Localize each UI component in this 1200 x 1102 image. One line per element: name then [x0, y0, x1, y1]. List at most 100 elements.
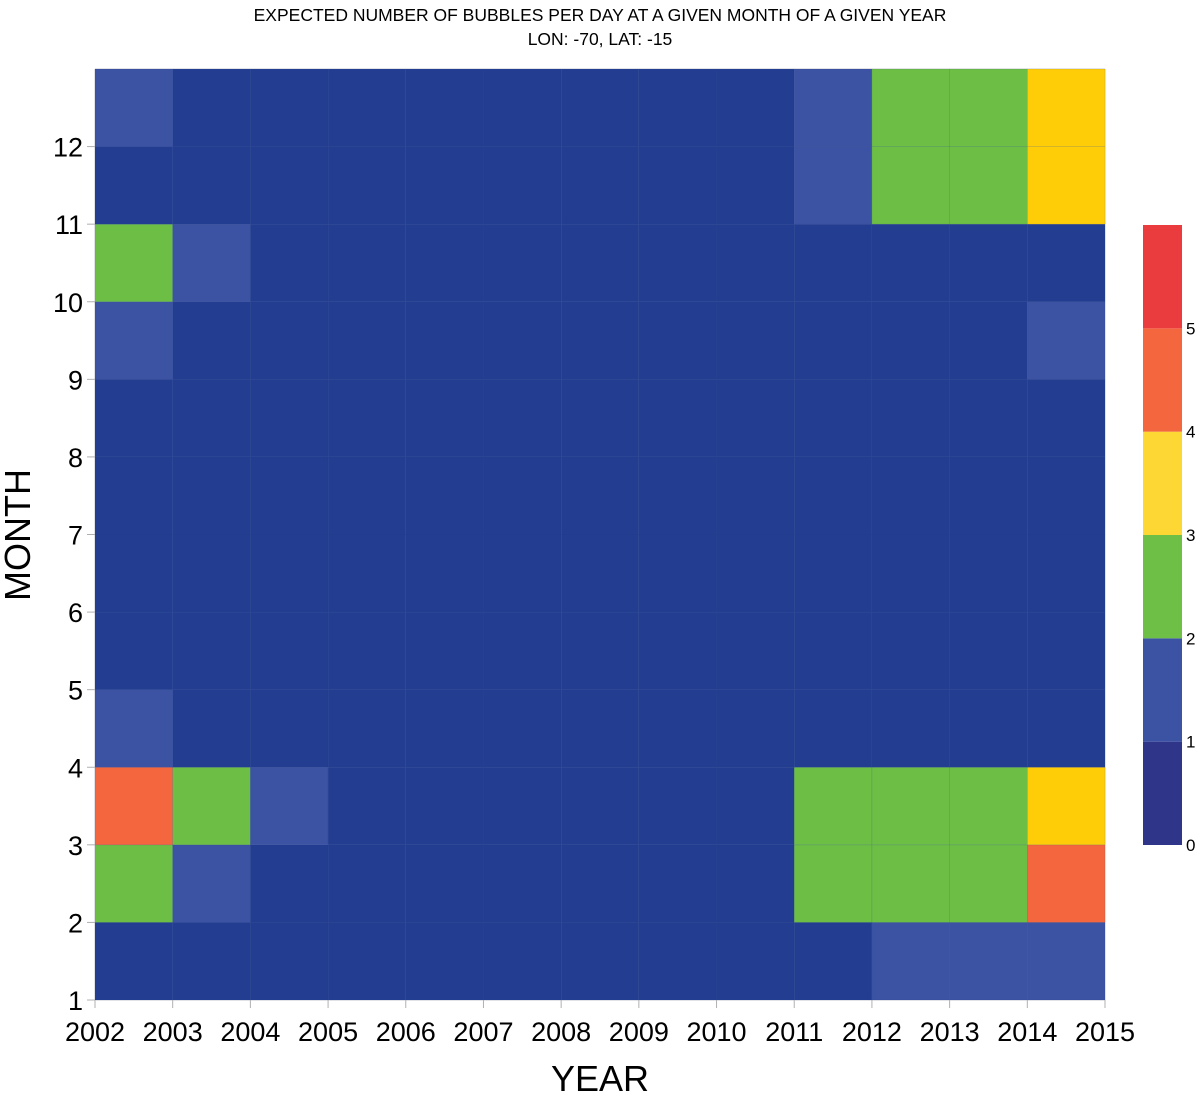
heatmap-cell-2008-3 — [560, 767, 640, 846]
heatmap-cell-2004-10 — [250, 223, 329, 303]
heatmap-cell-2013-5 — [949, 611, 1028, 690]
heatmap-cell-2014-4 — [1027, 689, 1106, 768]
heatmap-cell-2007-6 — [483, 534, 562, 613]
x-tick-label-2003: 2003 — [143, 1017, 203, 1047]
y-tick-label-8: 8 — [68, 443, 83, 473]
x-tick-label-2014: 2014 — [997, 1017, 1057, 1047]
heatmap-cell-2007-3 — [483, 767, 562, 846]
colorbar-bin-3 — [1143, 431, 1182, 535]
heatmap-cell-2006-11 — [405, 146, 484, 225]
heatmap-cell-2006-9 — [405, 301, 484, 380]
heatmap-cell-2004-3 — [250, 767, 329, 846]
heatmap-cell-2008-7 — [560, 456, 640, 535]
y-tick-label-2: 2 — [68, 908, 83, 938]
heatmap-cell-2003-1 — [172, 922, 251, 1001]
heatmap-cell-2014-11 — [1027, 146, 1106, 225]
heatmap-cell-2010-1 — [716, 922, 795, 1001]
heatmap-cell-2005-1 — [327, 922, 407, 1001]
x-tick-label-2015: 2015 — [1075, 1017, 1135, 1047]
y-tick-label-1: 1 — [68, 986, 83, 1016]
heatmap-cell-2011-2 — [793, 844, 873, 923]
heatmap-cell-2004-2 — [250, 844, 329, 923]
heatmap-cell-2008-12 — [560, 68, 640, 147]
heatmap-cell-2014-6 — [1027, 534, 1106, 613]
heatmap-cells — [94, 68, 1106, 1001]
heatmap-cell-2006-10 — [405, 223, 484, 303]
heatmap-cell-2002-1 — [94, 922, 173, 1001]
heatmap-cell-2014-12 — [1027, 68, 1106, 147]
heatmap-cell-2007-2 — [483, 844, 562, 923]
heatmap-cell-2010-10 — [716, 223, 795, 303]
heatmap-cell-2004-12 — [250, 68, 329, 147]
y-tick-label-4: 4 — [68, 753, 83, 783]
heatmap-cell-2004-4 — [250, 689, 329, 768]
heatmap-cell-2003-12 — [172, 68, 251, 147]
colorbar-tick-label-0: 0 — [1186, 836, 1195, 855]
heatmap-cell-2005-12 — [327, 68, 407, 147]
heatmap-cell-2006-7 — [405, 456, 484, 535]
heatmap-cell-2011-9 — [793, 301, 873, 380]
heatmap-cell-2008-4 — [560, 689, 640, 768]
heatmap-cell-2007-8 — [483, 379, 562, 458]
x-tick-label-2008: 2008 — [531, 1017, 591, 1047]
heatmap-cell-2002-4 — [94, 689, 173, 768]
heatmap-cell-2009-3 — [638, 767, 717, 846]
heatmap-cell-2011-8 — [793, 379, 873, 458]
y-tick-label-3: 3 — [68, 831, 83, 861]
heatmap-cell-2004-11 — [250, 146, 329, 225]
x-tick-label-2002: 2002 — [65, 1017, 125, 1047]
heatmap-cell-2007-7 — [483, 456, 562, 535]
heatmap-cell-2013-4 — [949, 689, 1028, 768]
chart-subtitle: LON: -70, LAT: -15 — [528, 29, 673, 49]
heatmap-cell-2011-1 — [793, 922, 873, 1001]
heatmap-cell-2010-12 — [716, 68, 795, 147]
heatmap-cell-2011-5 — [793, 611, 873, 690]
heatmap-cell-2005-3 — [327, 767, 407, 846]
heatmap-cell-2007-11 — [483, 146, 562, 225]
colorbar-tick-label-3: 3 — [1186, 526, 1195, 545]
heatmap-cell-2014-8 — [1027, 379, 1106, 458]
heatmap-cell-2008-5 — [560, 611, 640, 690]
heatmap-cell-2002-11 — [94, 146, 173, 225]
heatmap-cell-2007-4 — [483, 689, 562, 768]
heatmap-cell-2009-7 — [638, 456, 717, 535]
heatmap-cell-2013-12 — [949, 68, 1028, 147]
heatmap-cell-2009-1 — [638, 922, 717, 1001]
colorbar-tick-label-4: 4 — [1186, 423, 1195, 442]
x-tick-label-2013: 2013 — [920, 1017, 980, 1047]
heatmap-cell-2006-4 — [405, 689, 484, 768]
x-tick-label-2004: 2004 — [220, 1017, 280, 1047]
heatmap-cell-2011-4 — [793, 689, 873, 768]
heatmap-cell-2003-11 — [172, 146, 251, 225]
heatmap-cell-2006-12 — [405, 68, 484, 147]
colorbar-bin-5 — [1143, 225, 1182, 329]
heatmap-cell-2006-8 — [405, 379, 484, 458]
y-tick-label-6: 6 — [68, 598, 83, 628]
heatmap-cell-2014-3 — [1027, 767, 1106, 846]
heatmap-cell-2005-5 — [327, 611, 407, 690]
heatmap-cell-2002-2 — [94, 844, 173, 923]
heatmap-cell-2011-6 — [793, 534, 873, 613]
heatmap-cell-2011-10 — [793, 223, 873, 303]
heatmap-cell-2008-2 — [560, 844, 640, 923]
heatmap-cell-2011-3 — [793, 767, 873, 846]
heatmap-cell-2004-9 — [250, 301, 329, 380]
heatmap-cell-2003-7 — [172, 456, 251, 535]
heatmap-cell-2009-5 — [638, 611, 717, 690]
heatmap-cell-2002-6 — [94, 534, 173, 613]
heatmap-cell-2009-11 — [638, 146, 717, 225]
heatmap-cell-2012-8 — [871, 379, 950, 458]
heatmap-cell-2005-9 — [327, 301, 407, 380]
heatmap-cell-2013-7 — [949, 456, 1028, 535]
heatmap-cell-2013-10 — [949, 223, 1028, 303]
heatmap-cell-2002-10 — [94, 223, 173, 303]
heatmap-cell-2013-8 — [949, 379, 1028, 458]
y-tick-label-9: 9 — [68, 365, 83, 395]
heatmap-cell-2009-9 — [638, 301, 717, 380]
heatmap-cell-2009-12 — [638, 68, 717, 147]
heatmap-cell-2012-5 — [871, 611, 950, 690]
heatmap-cell-2006-3 — [405, 767, 484, 846]
heatmap-cell-2003-4 — [172, 689, 251, 768]
heatmap-cell-2014-5 — [1027, 611, 1106, 690]
